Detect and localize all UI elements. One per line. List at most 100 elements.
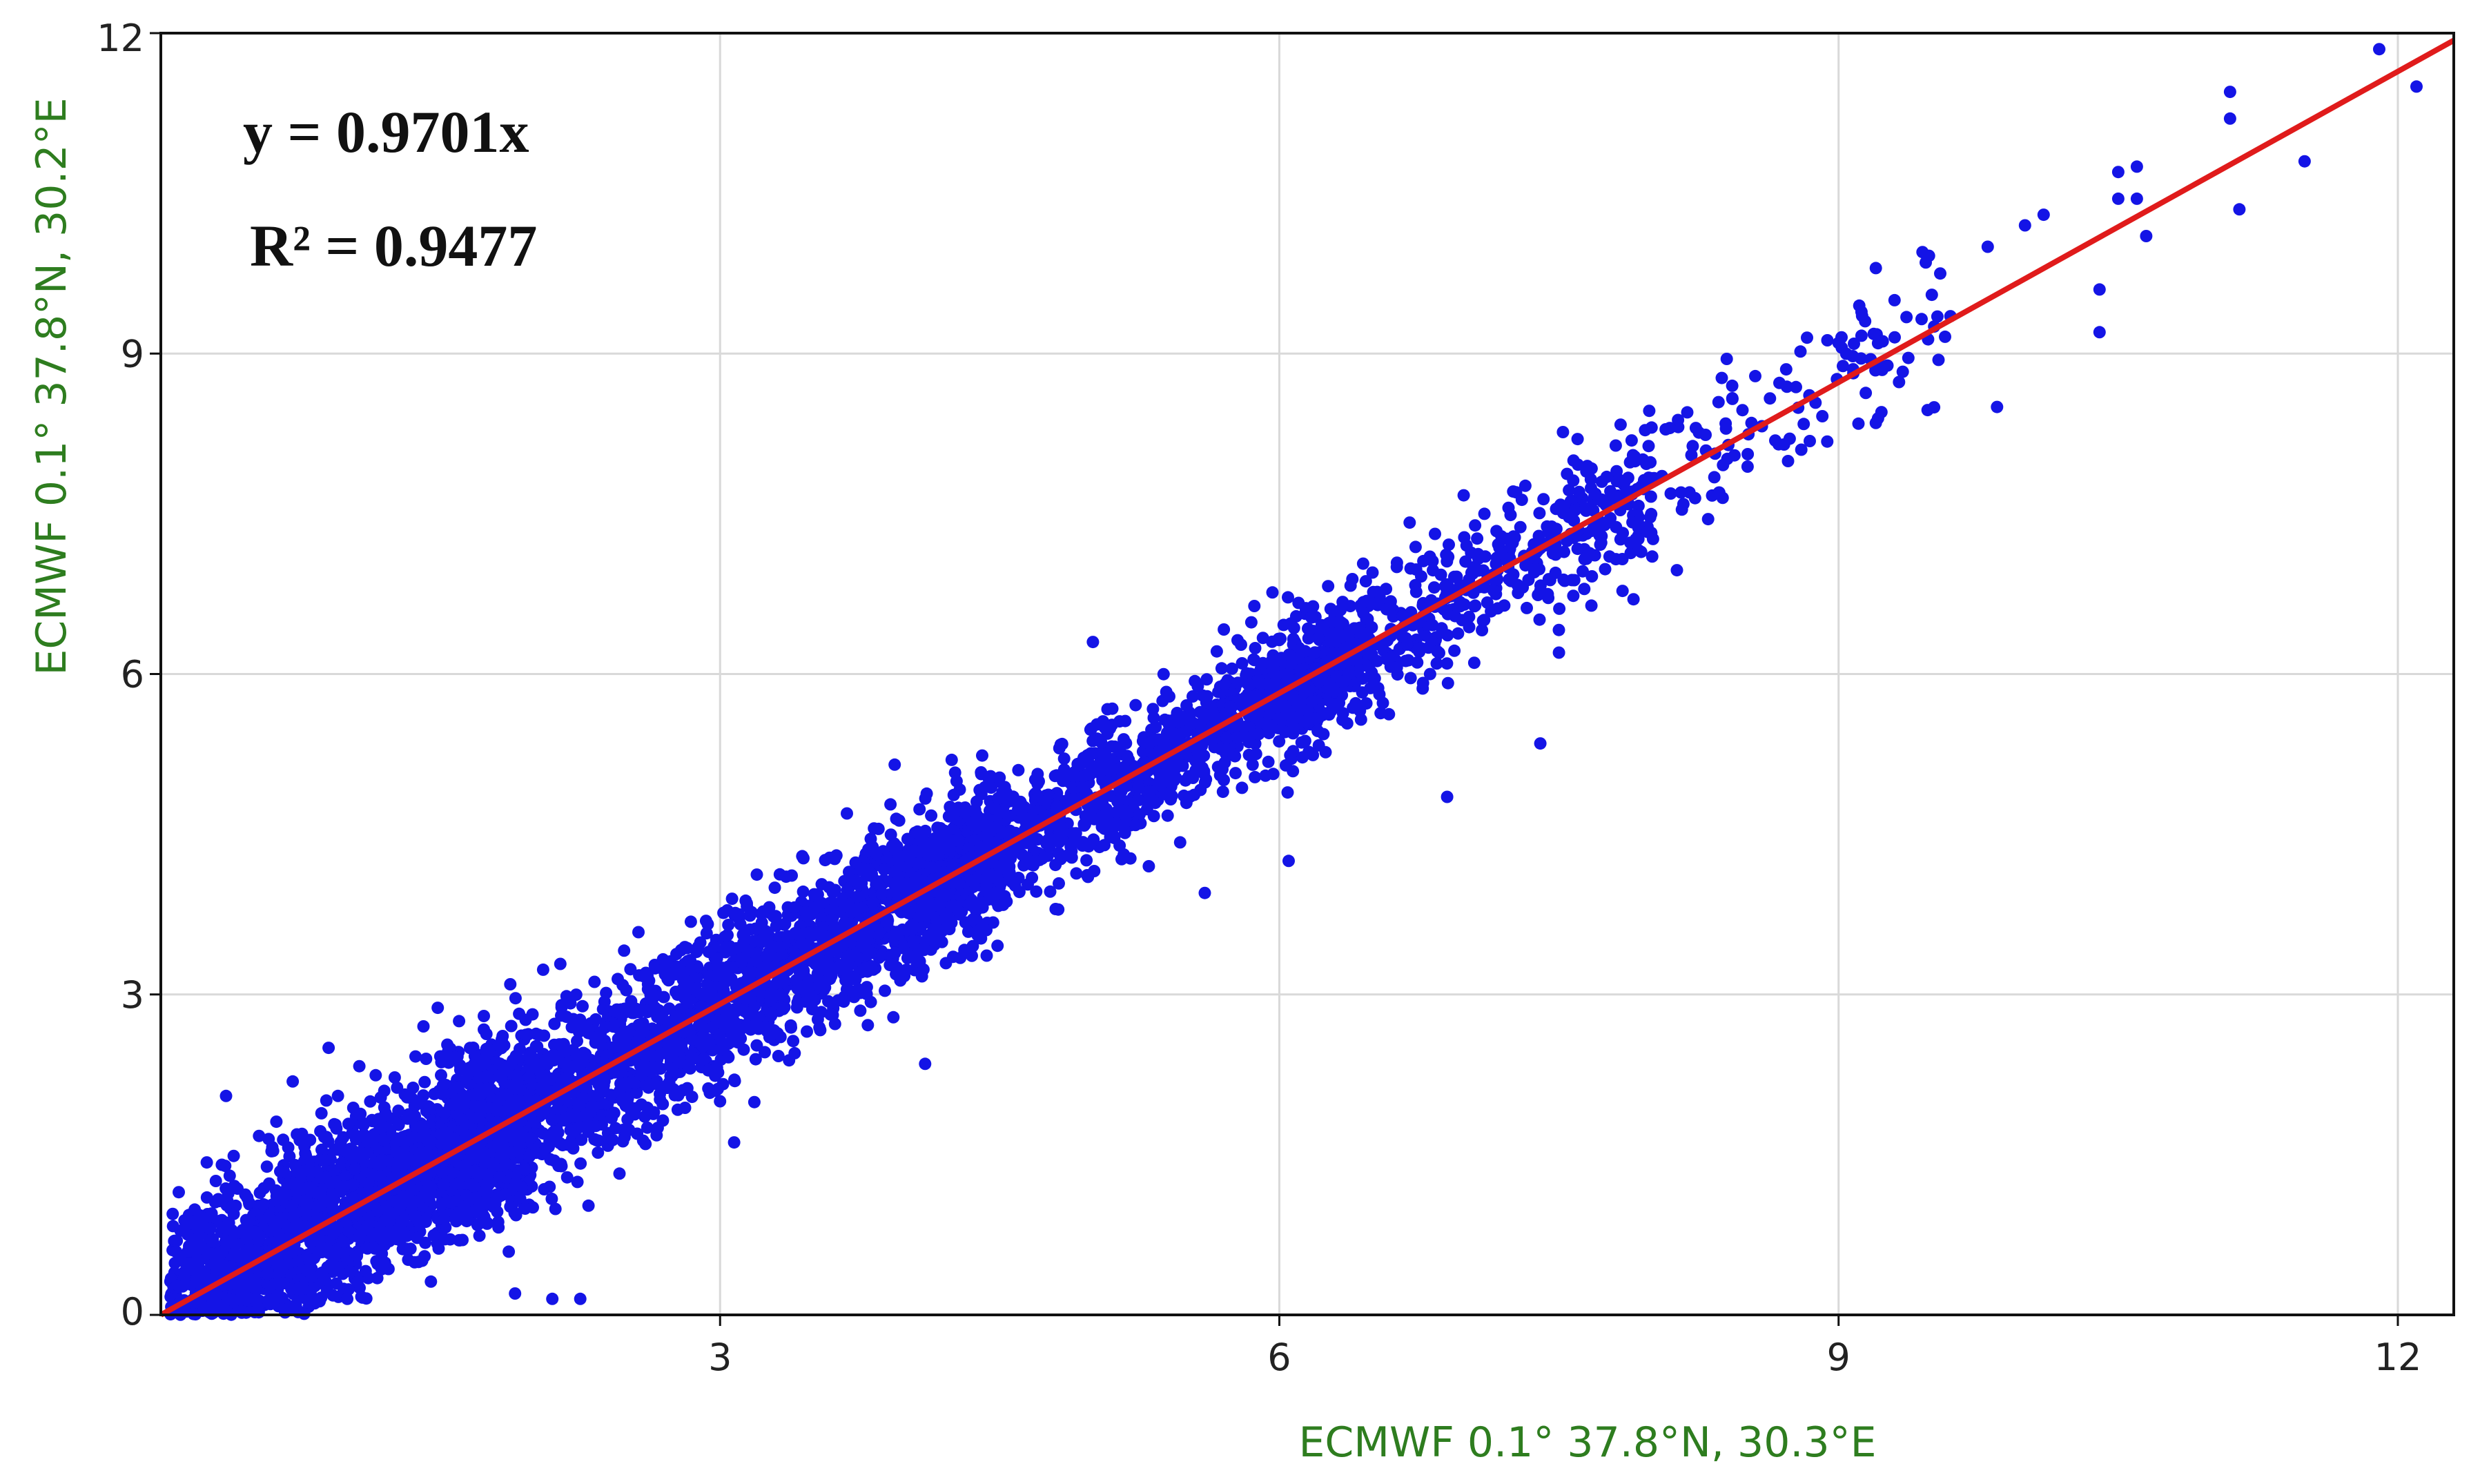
data-point-2788 bbox=[478, 1216, 491, 1229]
data-point-1990 bbox=[349, 1162, 362, 1175]
data-point-4561 bbox=[1070, 867, 1083, 880]
data-point-58 bbox=[478, 1010, 490, 1022]
data-point-3725 bbox=[695, 1019, 708, 1033]
data-point-1864 bbox=[302, 1180, 315, 1193]
data-point-3417 bbox=[945, 753, 958, 766]
data-point-1744 bbox=[378, 1133, 391, 1146]
data-point-1208 bbox=[170, 1234, 184, 1247]
data-point-3526 bbox=[748, 935, 761, 948]
data-point-3738 bbox=[436, 1166, 449, 1179]
data-point-4393 bbox=[1080, 854, 1093, 867]
data-point-1772 bbox=[253, 1187, 266, 1200]
data-point-4164 bbox=[664, 1051, 676, 1064]
data-point-1883 bbox=[354, 1107, 367, 1120]
data-point-4215 bbox=[563, 1063, 576, 1076]
data-point-248 bbox=[409, 1050, 422, 1063]
data-point-4069 bbox=[590, 1133, 603, 1146]
data-point-1920 bbox=[270, 1190, 283, 1202]
data-point-4130 bbox=[699, 915, 712, 928]
data-point-1846 bbox=[216, 1221, 229, 1234]
data-point-1970 bbox=[318, 1131, 331, 1144]
data-point-2962 bbox=[784, 1019, 797, 1032]
data-point-1856 bbox=[248, 1306, 262, 1318]
data-point-2028 bbox=[311, 1165, 324, 1178]
data-point-4133 bbox=[646, 1049, 659, 1062]
data-point-2022 bbox=[491, 1215, 505, 1229]
data-point-1854 bbox=[227, 1207, 240, 1220]
data-point-4189 bbox=[536, 1148, 549, 1161]
data-point-4143 bbox=[489, 1101, 502, 1114]
data-point-3615 bbox=[700, 927, 713, 940]
data-point-1947 bbox=[361, 1242, 374, 1255]
data-point-3070 bbox=[496, 1033, 508, 1046]
data-point-1981 bbox=[390, 1145, 403, 1158]
data-point-1798 bbox=[351, 1276, 364, 1289]
data-point-2941 bbox=[768, 881, 781, 895]
data-point-4701 bbox=[950, 774, 963, 788]
data-point-4094 bbox=[771, 1027, 784, 1040]
data-point-499 bbox=[166, 1207, 179, 1220]
data-point-3108 bbox=[671, 1103, 684, 1116]
data-point-2012 bbox=[178, 1269, 191, 1281]
data-point-842 bbox=[504, 978, 517, 990]
data-point-4041 bbox=[438, 1213, 451, 1226]
data-point-1519 bbox=[202, 1273, 215, 1286]
data-point-4183 bbox=[647, 1002, 660, 1015]
data-point-1879 bbox=[299, 1147, 312, 1160]
data-point-4155 bbox=[487, 1200, 500, 1213]
data-point-570 bbox=[509, 992, 522, 1005]
data-point-3763 bbox=[594, 1026, 607, 1039]
data-point-4015 bbox=[538, 1081, 551, 1094]
data-point-1890 bbox=[473, 1229, 486, 1242]
data-point-4077 bbox=[607, 1020, 620, 1033]
data-point-1731 bbox=[453, 1064, 467, 1077]
data-point-920 bbox=[262, 1177, 275, 1190]
data-point-3445 bbox=[613, 1167, 626, 1180]
data-point-4964 bbox=[1262, 755, 1275, 768]
data-point-4135 bbox=[799, 906, 812, 919]
data-point-1979 bbox=[344, 1265, 357, 1278]
data-point-1043 bbox=[315, 1106, 328, 1120]
data-point-3298 bbox=[650, 1129, 663, 1142]
data-point-1898 bbox=[338, 1180, 351, 1193]
data-point-2789 bbox=[750, 868, 763, 881]
data-point-4186 bbox=[889, 879, 902, 892]
data-point-1695 bbox=[478, 1023, 490, 1036]
data-point-4166 bbox=[710, 1061, 723, 1074]
data-point-3883 bbox=[690, 946, 703, 958]
data-point-4158 bbox=[619, 1077, 632, 1090]
data-point-4899 bbox=[1322, 580, 1335, 593]
data-point-4837 bbox=[920, 787, 933, 800]
data-point-2866 bbox=[841, 807, 853, 820]
data-point-1849 bbox=[407, 1082, 420, 1094]
data-point-1668 bbox=[424, 1275, 438, 1288]
data-point-1654 bbox=[384, 1232, 398, 1245]
data-point-4216 bbox=[821, 955, 834, 968]
data-point-4227 bbox=[589, 1120, 603, 1133]
data-point-4126 bbox=[582, 1199, 595, 1212]
data-point-1641 bbox=[400, 1091, 413, 1104]
data-point-1984 bbox=[373, 1169, 387, 1182]
data-point-966 bbox=[392, 1118, 405, 1131]
data-point-1966 bbox=[176, 1280, 189, 1293]
data-point-1971 bbox=[330, 1122, 343, 1135]
data-point-1555 bbox=[219, 1160, 232, 1173]
data-point-4029 bbox=[468, 1050, 481, 1063]
data-point-1995 bbox=[311, 1200, 324, 1213]
data-point-1448 bbox=[264, 1298, 277, 1311]
data-point-4132 bbox=[596, 1003, 609, 1016]
data-point-1838 bbox=[281, 1178, 294, 1191]
data-point-1938 bbox=[315, 1266, 329, 1279]
data-point-2011 bbox=[379, 1106, 392, 1120]
data-point-1940 bbox=[409, 1209, 422, 1222]
data-point-3677 bbox=[797, 885, 810, 898]
data-point-1438 bbox=[366, 1115, 379, 1128]
data-point-1660 bbox=[391, 1081, 404, 1094]
data-point-1549 bbox=[398, 1159, 411, 1172]
data-point-3816 bbox=[632, 1006, 645, 1019]
data-point-1953 bbox=[381, 1262, 394, 1276]
data-point-1792 bbox=[270, 1115, 283, 1129]
data-point-1963 bbox=[373, 1224, 386, 1238]
data-point-2725 bbox=[884, 798, 897, 811]
data-point-4211 bbox=[624, 963, 637, 976]
